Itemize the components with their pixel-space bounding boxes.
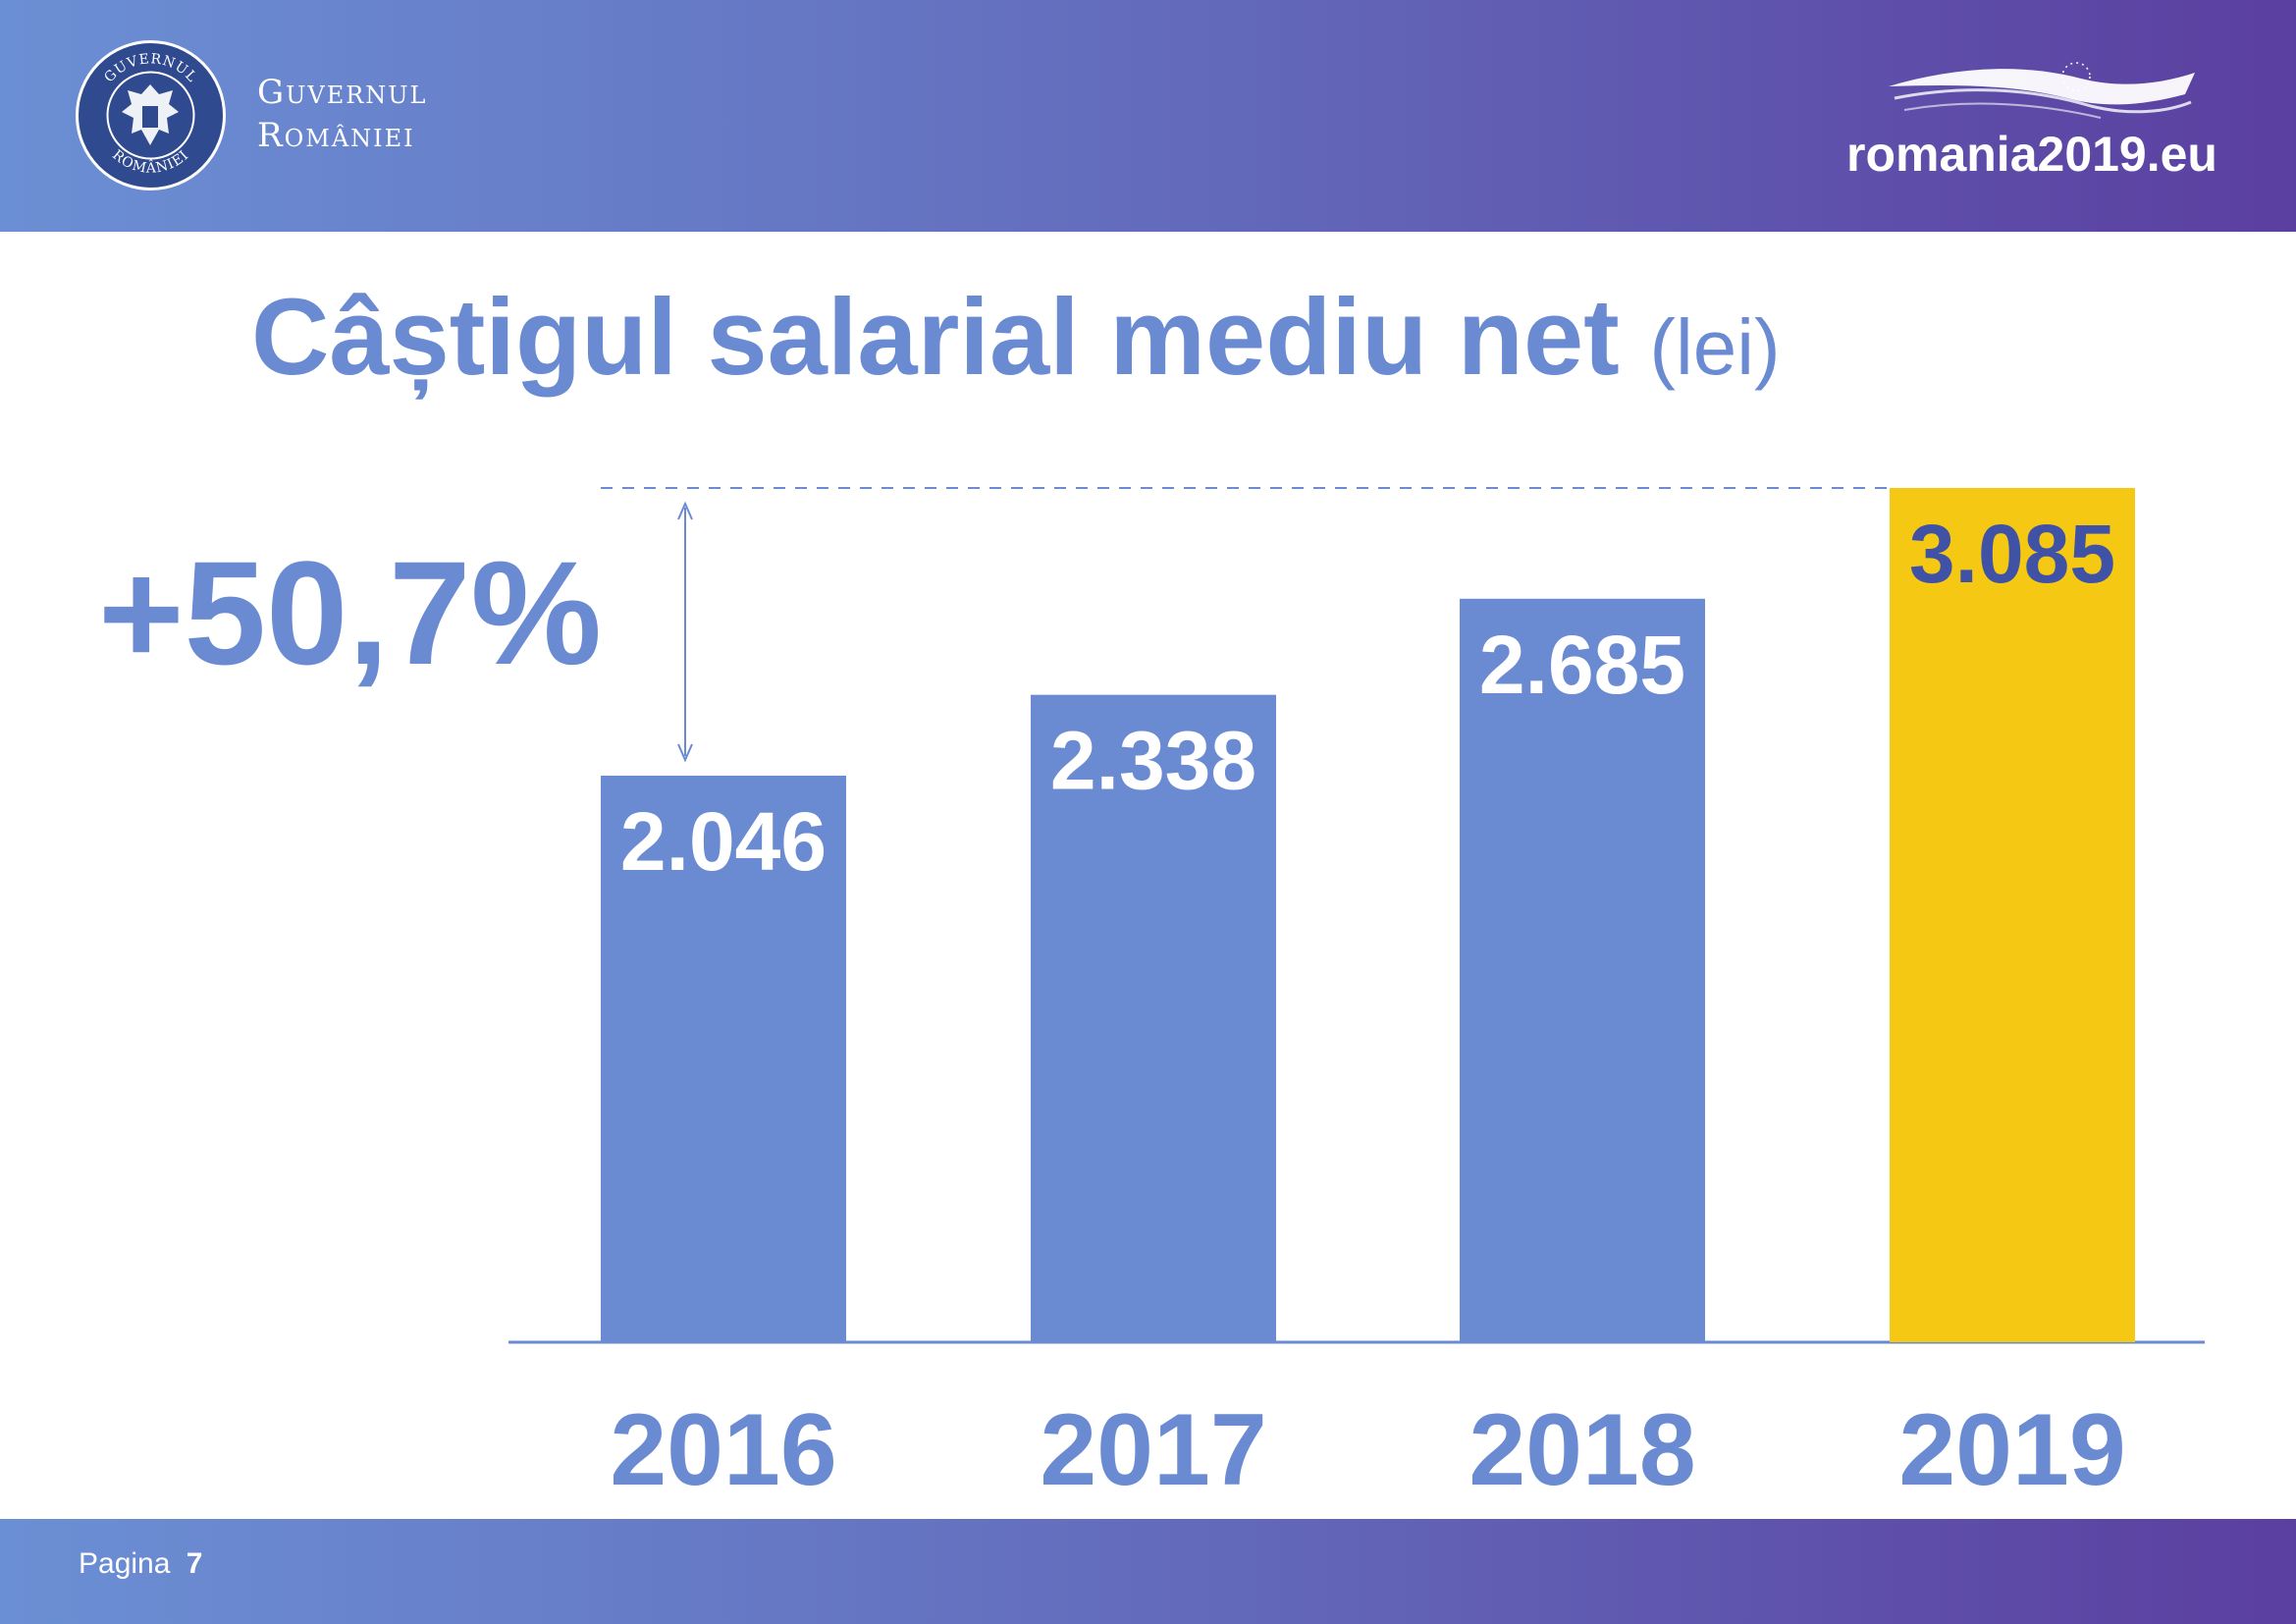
- header-banner: GUVERNUL ROMÂNIEI Guvernul României roma…: [0, 0, 2296, 232]
- arrow-head-down-icon: [677, 743, 693, 763]
- growth-annotation: +50,7%: [98, 530, 602, 695]
- arrow-head-up-icon: [677, 501, 693, 520]
- page-label: Pagina: [79, 1547, 171, 1580]
- government-name: Guvernul României: [257, 71, 427, 157]
- title-main: Câștigul salarial mediu net: [251, 277, 1620, 398]
- page-number: 7: [186, 1547, 203, 1580]
- bar-2019: [1890, 488, 2135, 1342]
- website-label[interactable]: romania2019.eu: [1846, 127, 2217, 182]
- government-name-line2: României: [257, 116, 415, 155]
- page-title: Câștigul salarial mediu net (lei): [251, 275, 1781, 400]
- bar-2016: [601, 776, 846, 1342]
- bar-value-label: 2.046: [620, 795, 827, 888]
- bar-2017: [1031, 694, 1276, 1342]
- bar-2018: [1460, 598, 1705, 1342]
- footer-banner: [0, 1519, 2296, 1624]
- bar-value-label: 2.685: [1479, 619, 1685, 711]
- bar-value-label: 3.085: [1909, 508, 2115, 600]
- government-name-line1: Guvernul: [257, 73, 428, 112]
- bar-value-label: 2.338: [1050, 715, 1256, 807]
- eu-presidency-flag-icon: [1889, 62, 2195, 119]
- x-tick-label: 2019: [1898, 1393, 2125, 1507]
- page-indicator: Pagina 7: [79, 1547, 202, 1581]
- romanian-coat-of-arms-icon: GUVERNUL ROMÂNIEI: [76, 40, 226, 190]
- x-tick-label: 2016: [610, 1393, 836, 1507]
- title-unit: (lei): [1649, 303, 1781, 391]
- x-tick-label: 2017: [1040, 1393, 1266, 1507]
- x-tick-label: 2018: [1468, 1393, 1695, 1507]
